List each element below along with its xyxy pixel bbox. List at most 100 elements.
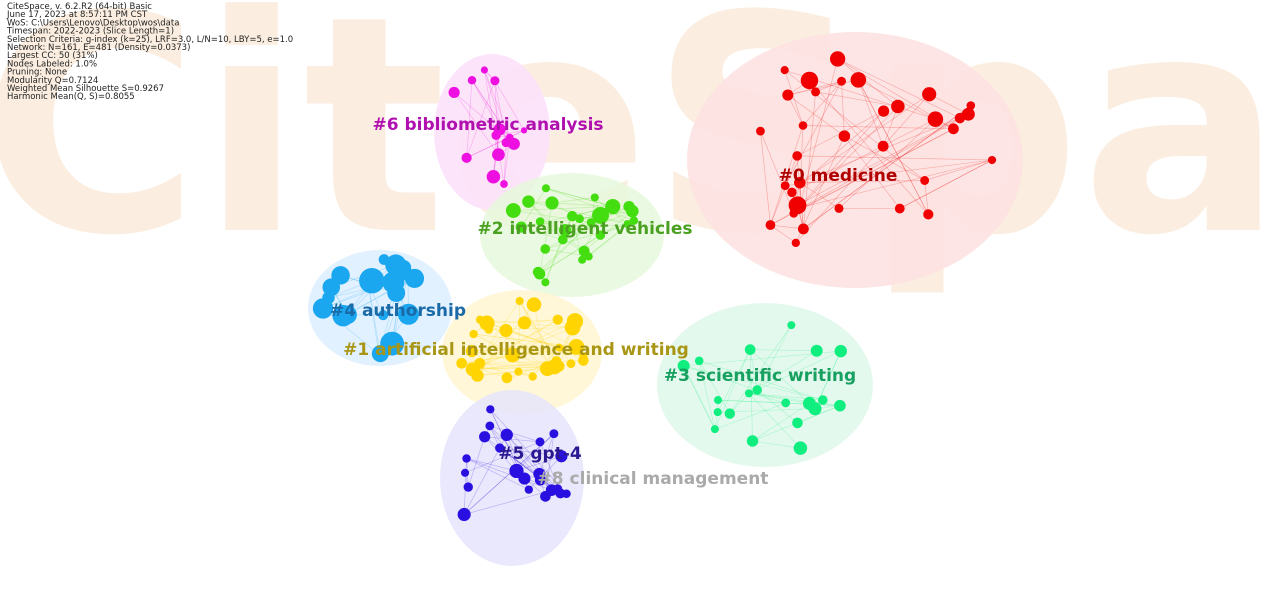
node	[486, 170, 501, 184]
cluster-label: #1 artificial intelligence and writing	[343, 340, 689, 360]
node	[590, 193, 599, 202]
node	[834, 399, 846, 412]
node	[794, 176, 806, 189]
node	[746, 435, 759, 447]
node	[834, 344, 847, 358]
edge	[748, 393, 810, 404]
node	[629, 216, 639, 225]
edge	[539, 222, 592, 275]
node	[922, 87, 937, 102]
node	[787, 187, 797, 198]
node	[401, 268, 415, 282]
edge	[799, 93, 930, 183]
node	[552, 314, 563, 325]
edge	[516, 455, 562, 472]
node	[505, 347, 520, 363]
node	[792, 151, 802, 161]
edge	[528, 201, 613, 207]
info-line: Weighted Mean Silhouette S=0.9267	[7, 84, 164, 94]
node	[397, 303, 419, 325]
node	[811, 87, 821, 97]
edge	[757, 350, 841, 391]
edge	[479, 319, 560, 367]
edge	[486, 322, 548, 369]
edge	[539, 234, 601, 275]
edge	[756, 324, 792, 391]
node	[515, 296, 524, 306]
edge	[837, 58, 899, 107]
edge	[494, 80, 525, 131]
info-line: Pruning: None	[7, 68, 67, 78]
edge	[524, 322, 577, 348]
node	[927, 111, 944, 127]
node	[781, 398, 791, 408]
edge	[472, 319, 558, 370]
cluster-area	[434, 54, 550, 210]
edge	[770, 125, 804, 226]
cluster-label: #0 medicine	[779, 166, 898, 186]
node	[568, 338, 585, 355]
edge	[858, 79, 929, 215]
edge	[484, 436, 517, 472]
edge	[929, 93, 969, 115]
edge	[466, 130, 525, 159]
edge	[533, 304, 548, 369]
node	[782, 89, 794, 101]
node	[495, 443, 505, 453]
cluster-label: #6 bibliometric analysis	[372, 115, 603, 135]
info-line: Selection Criteria: g-index (k=25), LRF=…	[7, 35, 293, 45]
info-line: WoS: C:\Users\Lenovo\Desktop\wos\data	[7, 18, 179, 28]
node	[780, 181, 790, 191]
node	[623, 200, 635, 213]
edge	[347, 274, 417, 316]
edge	[714, 349, 751, 430]
edge	[698, 360, 716, 430]
edge	[539, 433, 555, 475]
edge	[749, 349, 810, 404]
node	[471, 369, 484, 382]
edge	[518, 300, 521, 372]
node	[787, 321, 796, 330]
node	[623, 220, 632, 229]
edge	[717, 349, 751, 413]
node	[555, 343, 564, 352]
node	[332, 304, 354, 327]
edge	[748, 393, 786, 404]
node	[878, 105, 890, 117]
edge	[787, 79, 859, 96]
node	[467, 76, 477, 85]
edge	[583, 210, 633, 252]
edge	[490, 409, 567, 494]
node	[877, 140, 889, 152]
edge	[683, 365, 716, 430]
edge	[799, 106, 899, 208]
edge	[698, 360, 731, 414]
node	[677, 359, 690, 372]
node	[535, 217, 545, 226]
edge	[519, 300, 557, 362]
edge	[899, 159, 993, 209]
edge	[770, 155, 798, 226]
edge	[793, 110, 884, 214]
edge	[844, 135, 901, 209]
node	[545, 196, 559, 210]
edge	[588, 223, 628, 257]
edge	[749, 349, 758, 391]
edge	[809, 80, 929, 215]
node	[534, 268, 546, 280]
edge	[466, 130, 525, 159]
node	[480, 66, 488, 74]
cluster-label: #3 scientific writing	[664, 366, 856, 386]
node	[744, 344, 756, 355]
cluster-label: #4 authorship	[330, 301, 466, 321]
edge	[484, 69, 499, 155]
node	[564, 319, 581, 336]
info-line: Largest CC: 50 (31%)	[7, 51, 98, 61]
node	[526, 297, 542, 312]
edge	[539, 202, 553, 274]
node	[535, 437, 545, 447]
edge	[519, 300, 560, 367]
node	[793, 441, 808, 455]
node	[780, 66, 789, 75]
node	[456, 357, 468, 369]
